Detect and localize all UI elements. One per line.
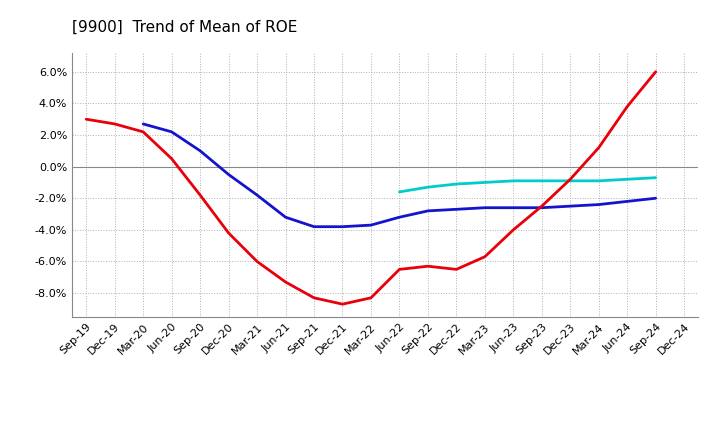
Legend: 3 Years, 5 Years, 7 Years, 10 Years: 3 Years, 5 Years, 7 Years, 10 Years [176,434,595,440]
Text: [9900]  Trend of Mean of ROE: [9900] Trend of Mean of ROE [72,20,297,35]
